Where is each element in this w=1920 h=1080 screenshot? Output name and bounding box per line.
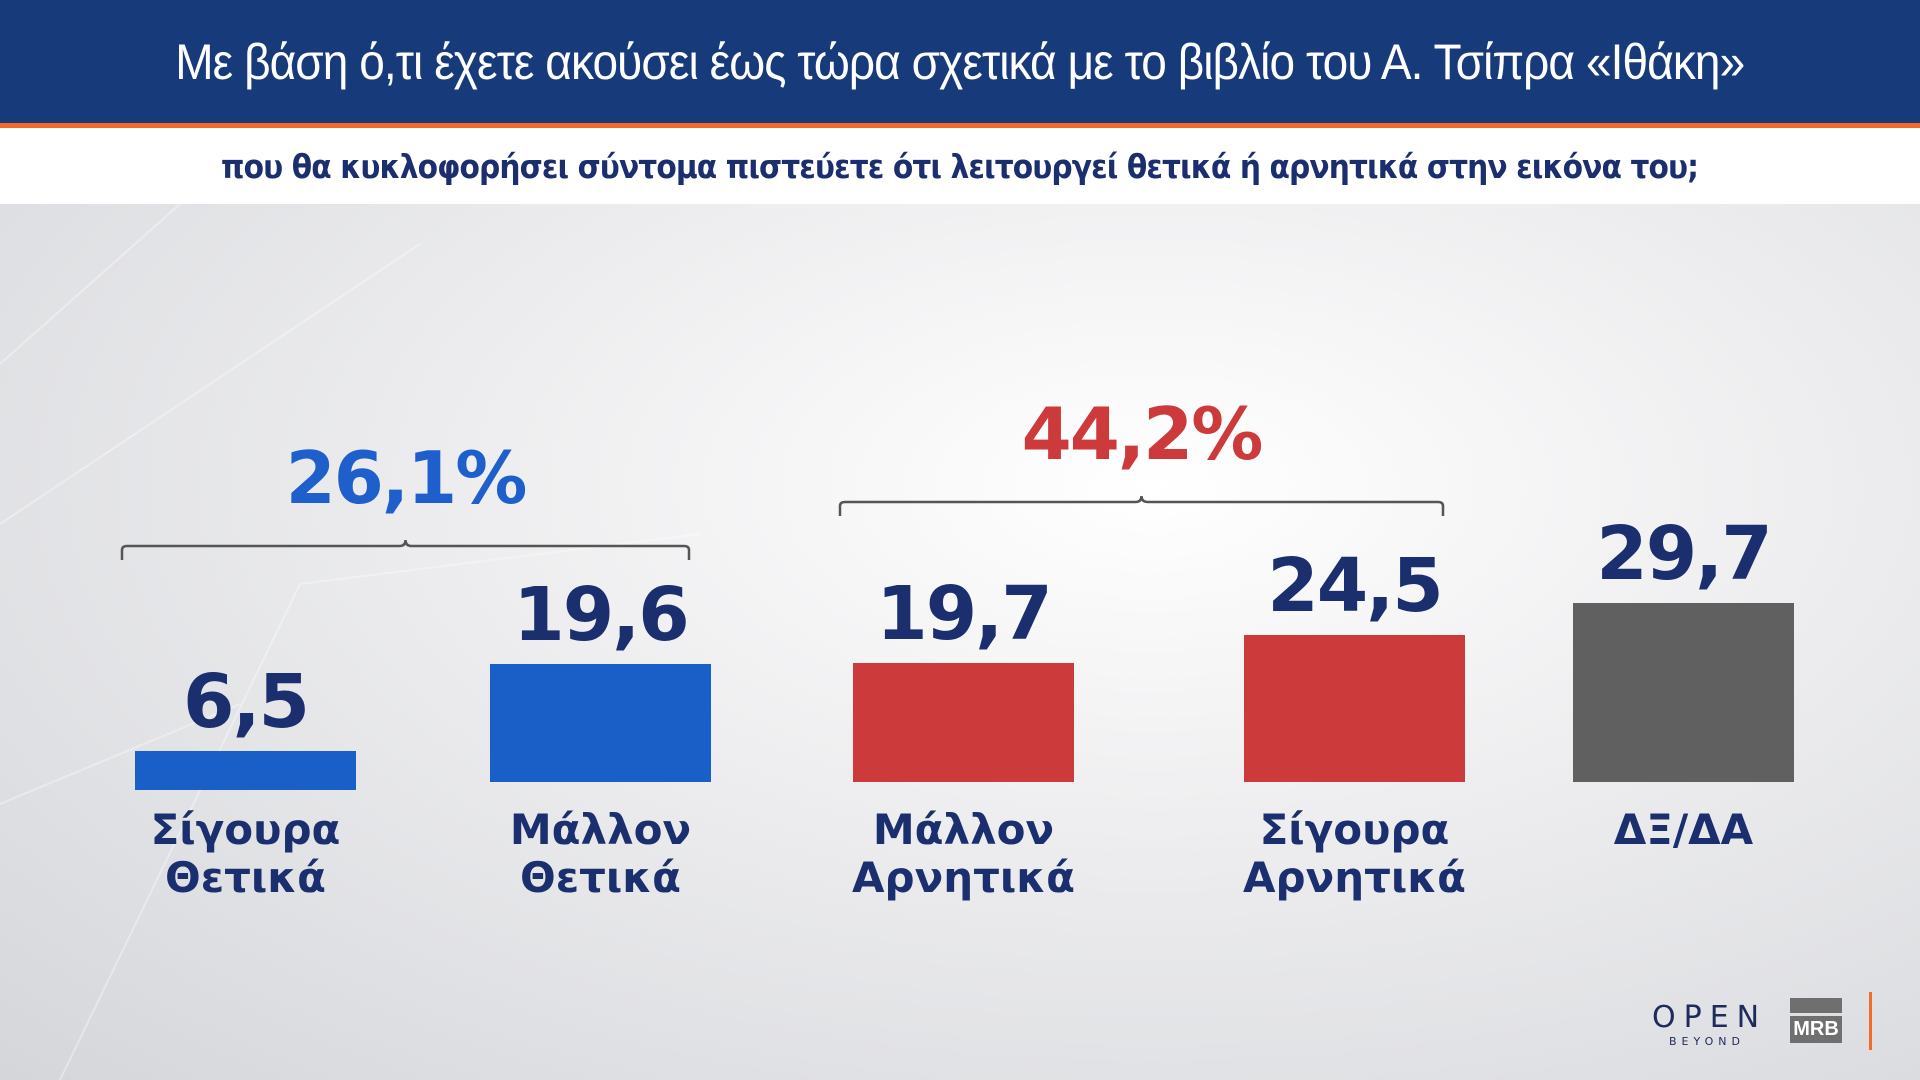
data-label: 24,5 (1267, 542, 1444, 629)
category-label: Σίγουρα Θετικά (150, 805, 341, 902)
header-bar: Με βάση ό,τι έχετε ακούσει έως τώρα σχετ… (0, 0, 1920, 123)
mrb-logo-text: MRB (1790, 1016, 1842, 1043)
bar (135, 750, 356, 790)
accent-divider (0, 123, 1920, 128)
group-bracket (120, 539, 691, 560)
bar (1573, 603, 1794, 782)
subtitle-band: που θα κυκλοφορήσει σύντομα πιστεύετε ότ… (0, 128, 1920, 204)
mrb-logo: MRB (1790, 998, 1842, 1043)
open-logo: OPEN BEYOND (1652, 1000, 1762, 1048)
bar (853, 663, 1074, 782)
data-label: 6,5 (182, 658, 310, 745)
group-total-label: 44,2% (1021, 392, 1264, 476)
open-logo-subtext: BEYOND (1669, 1035, 1745, 1048)
group-bracket (838, 495, 1445, 516)
bar (1244, 634, 1465, 782)
data-label: 19,6 (513, 572, 690, 658)
data-label: 29,7 (1596, 511, 1773, 598)
background-decoration (0, 204, 700, 1080)
bar (490, 664, 711, 782)
chart-title: Με βάση ό,τι έχετε ακούσει έως τώρα σχετ… (175, 33, 1745, 90)
chart-subtitle: που θα κυκλοφορήσει σύντομα πιστεύετε ότ… (221, 146, 1699, 186)
category-label: Σίγουρα Αρνητικά (1243, 805, 1466, 902)
group-total-label: 26,1% (285, 436, 528, 520)
data-label: 19,7 (876, 571, 1053, 658)
category-label: Μάλλον Θετικά (509, 805, 692, 902)
category-label: ΔΞ/ΔΑ (1613, 805, 1754, 854)
category-label: Μάλλον Αρνητικά (852, 805, 1075, 902)
accent-line (1869, 992, 1872, 1050)
open-logo-text: OPEN (1652, 1000, 1768, 1035)
